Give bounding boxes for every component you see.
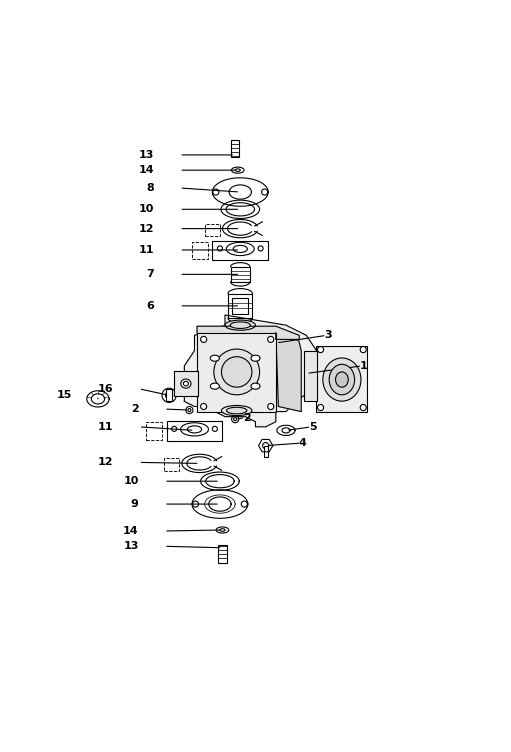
Bar bbox=[174, 371, 198, 396]
Circle shape bbox=[201, 336, 207, 342]
Polygon shape bbox=[197, 326, 299, 339]
Ellipse shape bbox=[210, 355, 219, 361]
Bar bbox=[218, 545, 226, 563]
Ellipse shape bbox=[226, 242, 254, 256]
Circle shape bbox=[262, 189, 268, 195]
Ellipse shape bbox=[251, 355, 260, 361]
Circle shape bbox=[217, 246, 222, 251]
Text: 8: 8 bbox=[146, 183, 154, 193]
Circle shape bbox=[263, 443, 269, 449]
Ellipse shape bbox=[188, 426, 202, 433]
Ellipse shape bbox=[220, 529, 225, 531]
Ellipse shape bbox=[336, 372, 349, 387]
Text: 13: 13 bbox=[123, 541, 138, 551]
Text: 12: 12 bbox=[98, 457, 113, 468]
Polygon shape bbox=[276, 333, 301, 411]
Text: 2: 2 bbox=[131, 404, 138, 414]
Bar bbox=[232, 298, 248, 314]
Ellipse shape bbox=[221, 405, 252, 416]
Bar bbox=[205, 223, 220, 236]
Circle shape bbox=[360, 347, 366, 353]
Ellipse shape bbox=[180, 423, 208, 436]
Text: 2: 2 bbox=[243, 413, 250, 423]
Ellipse shape bbox=[251, 383, 260, 390]
Text: 12: 12 bbox=[138, 223, 154, 234]
Text: 3: 3 bbox=[324, 330, 332, 341]
Circle shape bbox=[213, 189, 219, 195]
Ellipse shape bbox=[233, 245, 247, 253]
Circle shape bbox=[241, 501, 247, 507]
Ellipse shape bbox=[221, 356, 252, 387]
Circle shape bbox=[193, 501, 199, 507]
Bar bbox=[230, 267, 250, 282]
Text: 5: 5 bbox=[309, 422, 316, 432]
Circle shape bbox=[201, 403, 207, 410]
Text: 4: 4 bbox=[298, 438, 306, 448]
Bar bbox=[164, 458, 179, 471]
Ellipse shape bbox=[230, 322, 250, 329]
Circle shape bbox=[258, 246, 263, 251]
Ellipse shape bbox=[323, 358, 361, 401]
Circle shape bbox=[166, 392, 173, 399]
Text: 11: 11 bbox=[98, 422, 113, 432]
Bar bbox=[304, 350, 317, 402]
Ellipse shape bbox=[329, 364, 355, 395]
Bar bbox=[231, 140, 239, 157]
Polygon shape bbox=[184, 315, 316, 427]
Ellipse shape bbox=[210, 383, 219, 390]
Circle shape bbox=[172, 426, 177, 432]
Bar bbox=[228, 294, 252, 318]
Circle shape bbox=[272, 339, 280, 347]
Ellipse shape bbox=[231, 167, 244, 173]
Bar bbox=[192, 242, 208, 259]
Text: 15: 15 bbox=[57, 390, 73, 400]
Bar bbox=[316, 345, 367, 411]
Circle shape bbox=[162, 388, 176, 402]
Text: 14: 14 bbox=[123, 526, 138, 536]
Circle shape bbox=[234, 417, 237, 420]
Ellipse shape bbox=[225, 320, 256, 330]
Circle shape bbox=[212, 426, 217, 432]
Text: 16: 16 bbox=[98, 384, 113, 394]
Text: 1: 1 bbox=[360, 361, 367, 371]
Text: 13: 13 bbox=[138, 150, 154, 160]
Circle shape bbox=[317, 405, 323, 411]
Ellipse shape bbox=[181, 379, 191, 388]
Bar bbox=[197, 333, 276, 411]
Bar bbox=[167, 421, 222, 441]
Text: 9: 9 bbox=[131, 499, 138, 509]
Circle shape bbox=[231, 416, 239, 423]
Text: 10: 10 bbox=[123, 476, 138, 487]
Text: 7: 7 bbox=[146, 269, 154, 279]
Bar bbox=[146, 423, 162, 439]
Bar bbox=[264, 446, 268, 456]
Circle shape bbox=[317, 347, 323, 353]
Circle shape bbox=[268, 403, 274, 410]
Ellipse shape bbox=[226, 408, 247, 414]
Text: 11: 11 bbox=[138, 245, 154, 255]
Circle shape bbox=[268, 336, 274, 342]
Circle shape bbox=[274, 341, 278, 345]
Bar bbox=[166, 390, 172, 402]
Bar bbox=[212, 241, 268, 260]
Ellipse shape bbox=[235, 169, 240, 171]
Ellipse shape bbox=[216, 527, 229, 533]
Text: 10: 10 bbox=[138, 205, 154, 214]
Ellipse shape bbox=[183, 381, 189, 386]
Ellipse shape bbox=[214, 349, 260, 395]
Circle shape bbox=[186, 407, 193, 414]
Circle shape bbox=[360, 405, 366, 411]
Text: 6: 6 bbox=[146, 301, 154, 311]
Text: 14: 14 bbox=[138, 165, 154, 175]
Circle shape bbox=[188, 408, 191, 411]
